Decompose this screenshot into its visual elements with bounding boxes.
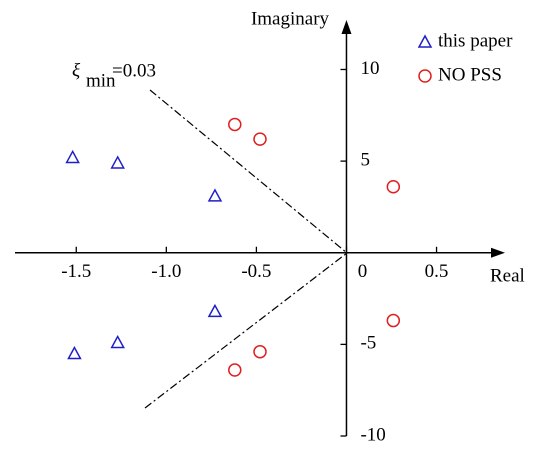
y-tick-label: 5 — [360, 149, 370, 170]
y-tick-label: -5 — [360, 333, 376, 354]
legend-label: this paper — [438, 30, 513, 51]
damping-line — [149, 89, 348, 254]
annotation-text: =0.03 — [112, 60, 156, 81]
marker — [65, 149, 80, 164]
annotation-subscript: min — [86, 70, 116, 91]
marker — [417, 34, 433, 48]
marker — [67, 345, 82, 360]
marker — [207, 188, 223, 202]
x-tick-label: -1.5 — [61, 261, 91, 282]
marker — [228, 363, 242, 377]
damping-line — [144, 252, 348, 409]
y-axis-label: Imaginary — [251, 8, 330, 29]
legend-label: NO PSS — [438, 64, 502, 85]
marker — [253, 132, 267, 146]
y-tick-label: -10 — [360, 424, 385, 445]
x-axis-label: Real — [490, 265, 525, 286]
annotation-symbol: ξ — [72, 60, 81, 81]
x-axis-arrow — [491, 247, 505, 258]
y-tick-label: 10 — [360, 58, 379, 79]
marker — [110, 334, 125, 349]
y-axis-arrow — [341, 20, 352, 34]
marker — [228, 117, 242, 132]
annotation: ξ min =0.03 — [72, 60, 156, 91]
marker — [207, 303, 223, 318]
x-tick-label: 0.5 — [425, 261, 449, 282]
marker — [418, 69, 432, 83]
marker — [253, 344, 267, 359]
marker — [110, 155, 125, 169]
x-tick-label: 0 — [358, 261, 368, 282]
x-tick-label: -0.5 — [241, 261, 271, 282]
marker — [386, 180, 401, 194]
x-tick-label: -1.0 — [151, 261, 181, 282]
marker — [386, 313, 401, 328]
